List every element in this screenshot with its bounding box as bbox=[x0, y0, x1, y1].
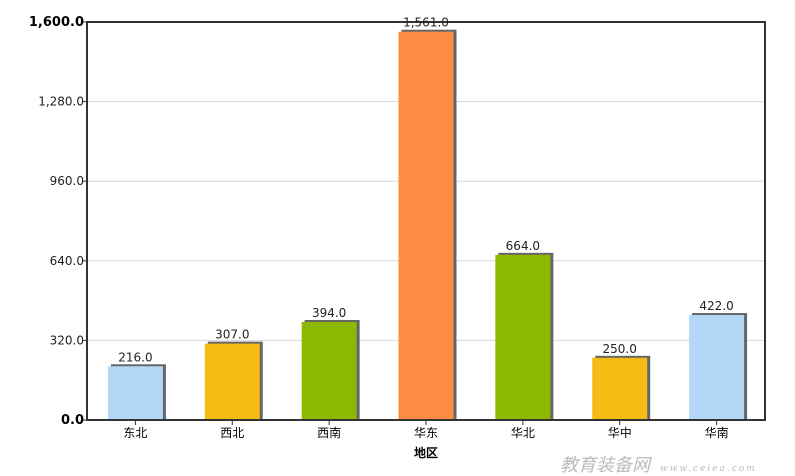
data-label: 216.0 bbox=[118, 350, 152, 364]
x-tick-label: 西南 bbox=[317, 425, 341, 440]
bar-华东[interactable] bbox=[398, 31, 454, 420]
y-tick-label: 0.0 bbox=[61, 413, 84, 428]
data-label: 394.0 bbox=[312, 306, 346, 320]
bar-华北[interactable] bbox=[495, 254, 551, 420]
data-label: 1,561.0 bbox=[403, 16, 449, 30]
y-tick-label: 1,600.0 bbox=[29, 15, 84, 30]
bar-东北[interactable] bbox=[107, 366, 163, 420]
x-tick-label: 东北 bbox=[123, 426, 147, 440]
x-tick-label: 华中 bbox=[608, 425, 632, 440]
bar-西北[interactable] bbox=[204, 343, 260, 420]
x-tick-label: 华东 bbox=[414, 426, 438, 440]
y-tick-label: 640.0 bbox=[50, 254, 84, 268]
data-label: 250.0 bbox=[603, 342, 637, 356]
watermark-url: www.ceiea.com bbox=[660, 464, 757, 474]
x-axis-label: 地区 bbox=[414, 445, 438, 460]
bar-西南[interactable] bbox=[301, 321, 357, 420]
data-label: 422.0 bbox=[699, 299, 733, 313]
y-tick-label: 960.0 bbox=[50, 174, 84, 188]
data-label: 664.0 bbox=[506, 239, 540, 253]
watermark-text: 教育装备网 bbox=[560, 455, 652, 476]
y-tick-label: 320.0 bbox=[50, 333, 84, 347]
data-label: 307.0 bbox=[215, 328, 249, 342]
x-tick-label: 华南 bbox=[705, 425, 729, 440]
plot-frame bbox=[86, 21, 766, 421]
x-tick-label: 华北 bbox=[511, 426, 535, 440]
y-tick-label: 1,280.0 bbox=[38, 95, 84, 109]
bar-华南[interactable] bbox=[689, 315, 745, 420]
x-tick-label: 西北 bbox=[220, 426, 244, 440]
bar-华中[interactable] bbox=[592, 357, 648, 420]
